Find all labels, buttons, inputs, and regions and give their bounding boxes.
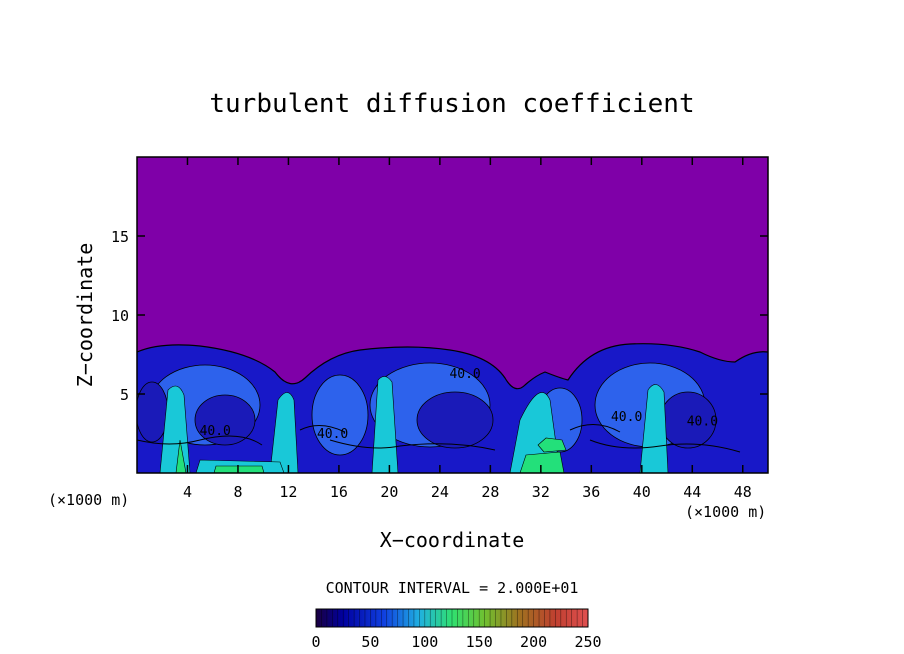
plot-area: 40.0 40.0 40.0 40.0 40.0 — [137, 157, 768, 473]
y-axis-ticks: 5 10 15 — [111, 228, 768, 404]
x-unit-left: (×1000 m) — [48, 491, 129, 509]
y-tick-label: 15 — [111, 228, 129, 246]
colorbar-tick-label: 150 — [466, 633, 493, 651]
x-axis-label: X−coordinate — [380, 528, 525, 552]
chart-title: turbulent diffusion coefficient — [209, 89, 694, 119]
colorbar-tick-label: 50 — [361, 633, 379, 651]
x-tick-label: 36 — [582, 483, 600, 501]
x-tick-label: 40 — [633, 483, 651, 501]
colorbar-tick-label: 200 — [520, 633, 547, 651]
plumes — [159, 376, 669, 473]
contour-label: 40.0 — [200, 424, 231, 439]
x-tick-label: 24 — [431, 483, 449, 501]
contour-label: 40.0 — [449, 367, 480, 382]
colorbar-tick-label: 100 — [411, 633, 438, 651]
colorbar-stripes — [321, 609, 583, 627]
x-tick-label: 16 — [330, 483, 348, 501]
x-tick-label: 32 — [532, 483, 550, 501]
x-tick-label: 8 — [233, 483, 242, 501]
contour-label: 40.0 — [611, 410, 642, 425]
colorbar-tick-label: 0 — [311, 633, 320, 651]
y-axis-label: Z−coordinate — [73, 243, 97, 388]
eddy-cores — [137, 381, 717, 449]
x-tick-label: 48 — [734, 483, 752, 501]
y-tick-label: 5 — [120, 386, 129, 404]
contour-interval: CONTOUR INTERVAL = 2.000E+01 — [326, 579, 579, 597]
x-tick-label: 12 — [279, 483, 297, 501]
x-tick-label: 28 — [481, 483, 499, 501]
x-tick-label: 4 — [183, 483, 192, 501]
colorbar-tick-label: 250 — [574, 633, 601, 651]
contour-label: 40.0 — [317, 427, 348, 442]
contour-lines — [137, 424, 741, 453]
turbulent-layer-outline — [137, 343, 768, 390]
x-tick-label: 20 — [380, 483, 398, 501]
y-tick-label: 10 — [111, 307, 129, 325]
contour-labels: 40.0 40.0 40.0 40.0 40.0 — [200, 367, 718, 442]
contour-label: 40.0 — [687, 415, 718, 430]
colorbar-ticks: 0 50 100 150 200 250 — [311, 633, 601, 651]
x-unit-right: (×1000 m) — [685, 503, 766, 521]
x-axis-ticks: 4 8 12 16 20 24 28 32 36 40 44 48 — [183, 157, 752, 501]
x-tick-label: 44 — [683, 483, 701, 501]
